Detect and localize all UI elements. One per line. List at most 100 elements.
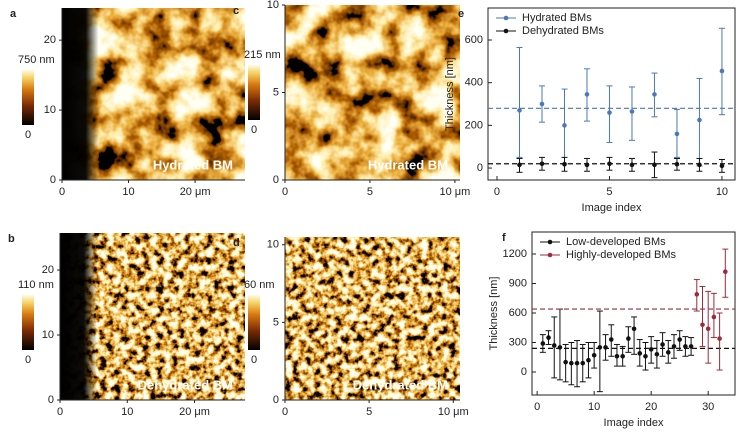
panel-letter: a: [10, 8, 17, 20]
legend-label: Highly-developed BMs: [566, 249, 677, 261]
afm-edge: [60, 233, 245, 400]
panel-letter: f: [502, 232, 506, 244]
colorbar-label: 0: [251, 124, 257, 136]
point: [719, 68, 725, 74]
y-tick-label: 20: [42, 264, 54, 276]
colorbar-label: 110 nm: [18, 279, 54, 291]
point: [557, 345, 563, 350]
y-tick-label: 600: [465, 34, 483, 46]
y-tick-label: 20: [44, 34, 56, 46]
panel-letter: e: [458, 8, 464, 20]
legend-label: Hydrated BMs: [522, 12, 592, 24]
point: [652, 92, 657, 97]
point: [674, 161, 680, 167]
x-tick-label: 10 μm: [438, 406, 469, 418]
x-tick-label: 5: [367, 186, 373, 198]
panel-letter: b: [8, 233, 15, 245]
plot-frame: [487, 7, 736, 181]
overlay-label: Dehydrated BM: [353, 377, 448, 392]
point: [697, 117, 702, 123]
point: [648, 347, 654, 352]
y-tick-label: 10: [44, 104, 56, 116]
y-tick-label: 0: [477, 162, 483, 174]
legend-marker: [547, 239, 553, 245]
point: [584, 162, 590, 168]
point: [608, 337, 614, 342]
point: [705, 326, 711, 332]
colorbar: [248, 65, 260, 120]
colorbar-label: 60 nm: [244, 279, 275, 291]
afm-edge: [62, 8, 245, 180]
colorbar-label: 750 nm: [18, 54, 55, 66]
point: [697, 162, 702, 168]
point: [584, 92, 590, 97]
x-tick-label: 0: [494, 186, 500, 198]
point: [586, 357, 591, 363]
point: [652, 162, 657, 168]
point: [626, 336, 631, 341]
point: [654, 351, 660, 357]
point: [562, 123, 567, 128]
y-tick-label: 300: [509, 336, 527, 348]
x-tick-label: 0: [534, 401, 540, 413]
y-tick-label: 0: [50, 174, 56, 186]
point: [603, 345, 608, 350]
point: [643, 353, 648, 359]
point: [614, 353, 620, 359]
y-tick-label: 0: [273, 174, 279, 186]
legend-label: Dehydrated BMs: [522, 25, 604, 37]
y-tick-label: 10: [267, 0, 279, 11]
point: [546, 335, 551, 340]
y-tick-label: 900: [509, 277, 527, 289]
afm-image: [285, 5, 460, 180]
y-tick-label: 1200: [503, 248, 527, 260]
point: [563, 359, 568, 365]
y-tick-label: 5: [273, 316, 279, 328]
colorbar: [22, 295, 34, 350]
y-tick-label: 0: [273, 394, 279, 406]
panel-letter: d: [233, 237, 240, 249]
y-tick-label: 10: [42, 329, 54, 341]
colorbar-label: 0: [25, 129, 31, 141]
legend-marker: [503, 28, 509, 34]
x-tick-label: 0: [57, 406, 63, 418]
x-tick-label: 10: [121, 406, 133, 418]
point: [574, 360, 580, 366]
point: [551, 343, 557, 348]
point: [671, 344, 677, 349]
point: [674, 131, 680, 137]
x-tick-label: 20 μm: [180, 186, 211, 198]
point: [540, 341, 546, 346]
point: [711, 314, 717, 320]
point: [629, 162, 635, 168]
point: [607, 161, 612, 167]
point: [517, 162, 522, 168]
point: [723, 269, 728, 275]
point: [688, 344, 694, 349]
overlay-label: Dehydrated BM: [138, 377, 233, 392]
point: [677, 337, 682, 342]
point: [717, 336, 722, 341]
x-tick-label: 0: [282, 406, 288, 418]
y-axis-label: Thickness [nm]: [488, 277, 500, 351]
x-tick-label: 0: [59, 186, 65, 198]
y-axis-label: Thickness [nm]: [444, 57, 456, 131]
point: [620, 353, 625, 359]
legend-marker: [547, 252, 553, 258]
colorbar-label: 0: [25, 354, 31, 366]
x-tick-label: 20 μm: [179, 406, 210, 418]
point: [562, 161, 567, 167]
colorbar: [248, 295, 260, 350]
x-tick-label: 5: [366, 406, 372, 418]
x-axis-label: Image index: [604, 417, 664, 429]
x-tick-label: 10 μm: [440, 186, 471, 198]
x-tick-label: 0: [282, 186, 288, 198]
y-tick-label: 400: [465, 77, 483, 89]
point: [637, 351, 643, 356]
point: [591, 352, 597, 358]
point: [719, 163, 725, 169]
legend-label: Low-developed BMs: [566, 236, 666, 248]
point: [683, 344, 688, 349]
colorbar-label: 0: [251, 354, 257, 366]
panel-letter: c: [233, 5, 239, 17]
